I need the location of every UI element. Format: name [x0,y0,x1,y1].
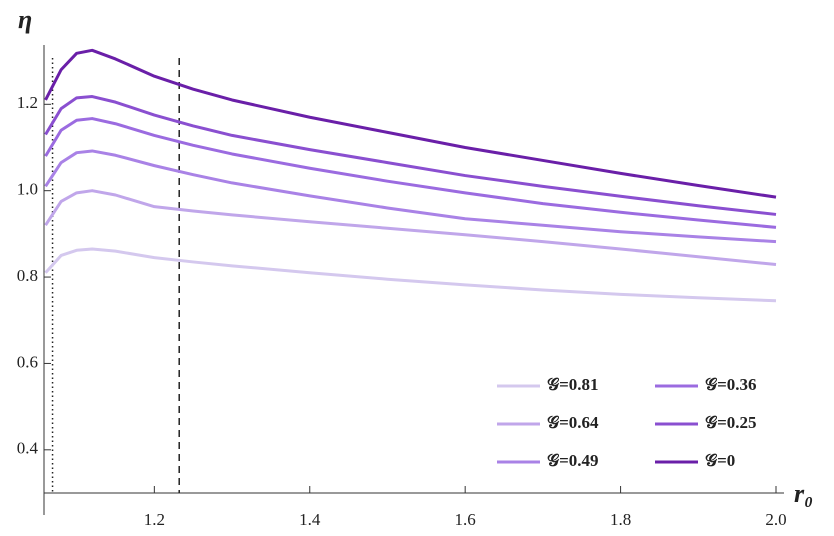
series-line [44,117,777,229]
legend-label: 𝒢=0.36 [705,375,757,394]
y-axis-label: η [18,5,32,34]
legend-label: 𝒢=0.49 [547,451,599,470]
series-line [44,149,777,244]
legend-label: 𝒢=0.25 [705,413,757,432]
y-tick-label: 1.0 [17,180,38,199]
x-tick-label: 1.8 [610,510,631,529]
x-tick-label: 2.0 [765,510,786,529]
x-axis-label: r₀ [794,479,813,508]
x-tick-label: 1.4 [299,510,321,529]
series-line [44,189,777,267]
y-tick-label: 0.4 [17,439,39,458]
legend-label: 𝒢=0 [705,451,735,470]
series-line [44,48,777,199]
y-tick-label: 0.8 [17,266,38,285]
legend-label: 𝒢=0.81 [547,375,599,394]
y-tick-label: 1.2 [17,93,38,112]
series-line [44,247,777,303]
x-tick-label: 1.2 [144,510,165,529]
x-tick-label: 1.6 [455,510,476,529]
series-line [44,95,777,216]
legend-label: 𝒢=0.64 [547,413,599,432]
y-tick-label: 0.6 [17,352,38,371]
